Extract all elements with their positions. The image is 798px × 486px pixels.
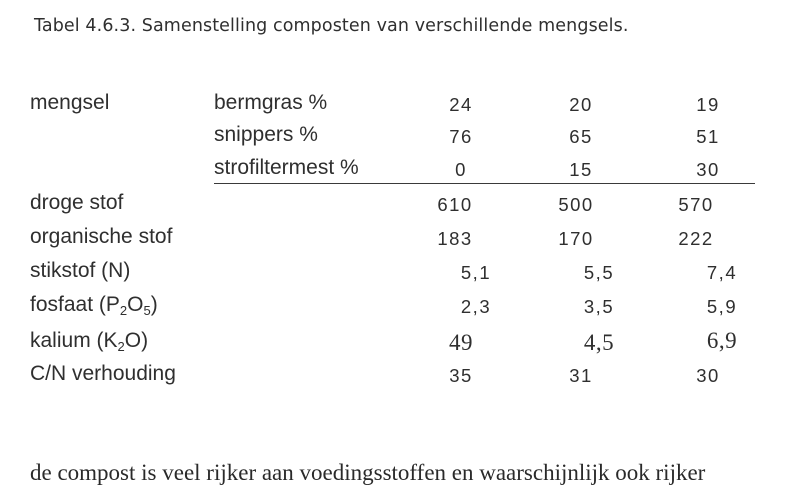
table-cell: 5,5	[583, 262, 615, 283]
table-cell: 35	[449, 365, 473, 386]
table-cell: 2,3	[460, 296, 492, 317]
table-cell: 20	[569, 94, 593, 115]
mix-row-label: snippers %	[214, 123, 318, 146]
mix-row-label: strofiltermest %	[214, 156, 359, 179]
table-cell: 24	[449, 94, 473, 115]
table-cell: 76	[449, 126, 473, 147]
table-cell: 0	[455, 159, 467, 180]
row-label-fosfaat: fosfaat (P2O5)	[30, 293, 158, 318]
table-caption: Tabel 4.6.3. Samenstelling composten van…	[34, 16, 629, 36]
table-cell: 222	[678, 228, 714, 249]
table-cell: 49	[449, 330, 473, 355]
table-cell: 51	[696, 126, 720, 147]
table-cell: 6,9	[706, 328, 738, 353]
row-label: C/N verhouding	[30, 362, 176, 385]
mix-header-label: mengsel	[30, 91, 110, 114]
table-divider	[214, 183, 755, 184]
table-cell: 15	[569, 159, 593, 180]
table-cell: 3,5	[583, 296, 615, 317]
table-cell: 4,5	[583, 330, 615, 355]
body-text-line: de compost is veel rijker aan voedingsst…	[30, 460, 706, 485]
table-cell: 5,9	[706, 296, 738, 317]
table-cell: 65	[569, 126, 593, 147]
table-cell: 570	[678, 194, 714, 215]
mix-row-label: bermgras %	[214, 91, 328, 114]
table-cell: 30	[696, 159, 720, 180]
table-cell: 30	[696, 365, 720, 386]
row-label: stikstof (N)	[30, 259, 131, 282]
table-cell: 19	[696, 94, 720, 115]
row-label-kalium: kalium (K2O)	[30, 329, 149, 354]
row-label: droge stof	[30, 191, 124, 214]
table-cell: 7,4	[706, 262, 738, 283]
table-cell: 31	[569, 365, 593, 386]
row-label: organische stof	[30, 225, 173, 248]
table-cell: 610	[437, 194, 473, 215]
table-cell: 183	[437, 228, 473, 249]
table-cell: 5,1	[460, 262, 492, 283]
table-cell: 170	[558, 228, 594, 249]
table-cell: 500	[558, 194, 594, 215]
